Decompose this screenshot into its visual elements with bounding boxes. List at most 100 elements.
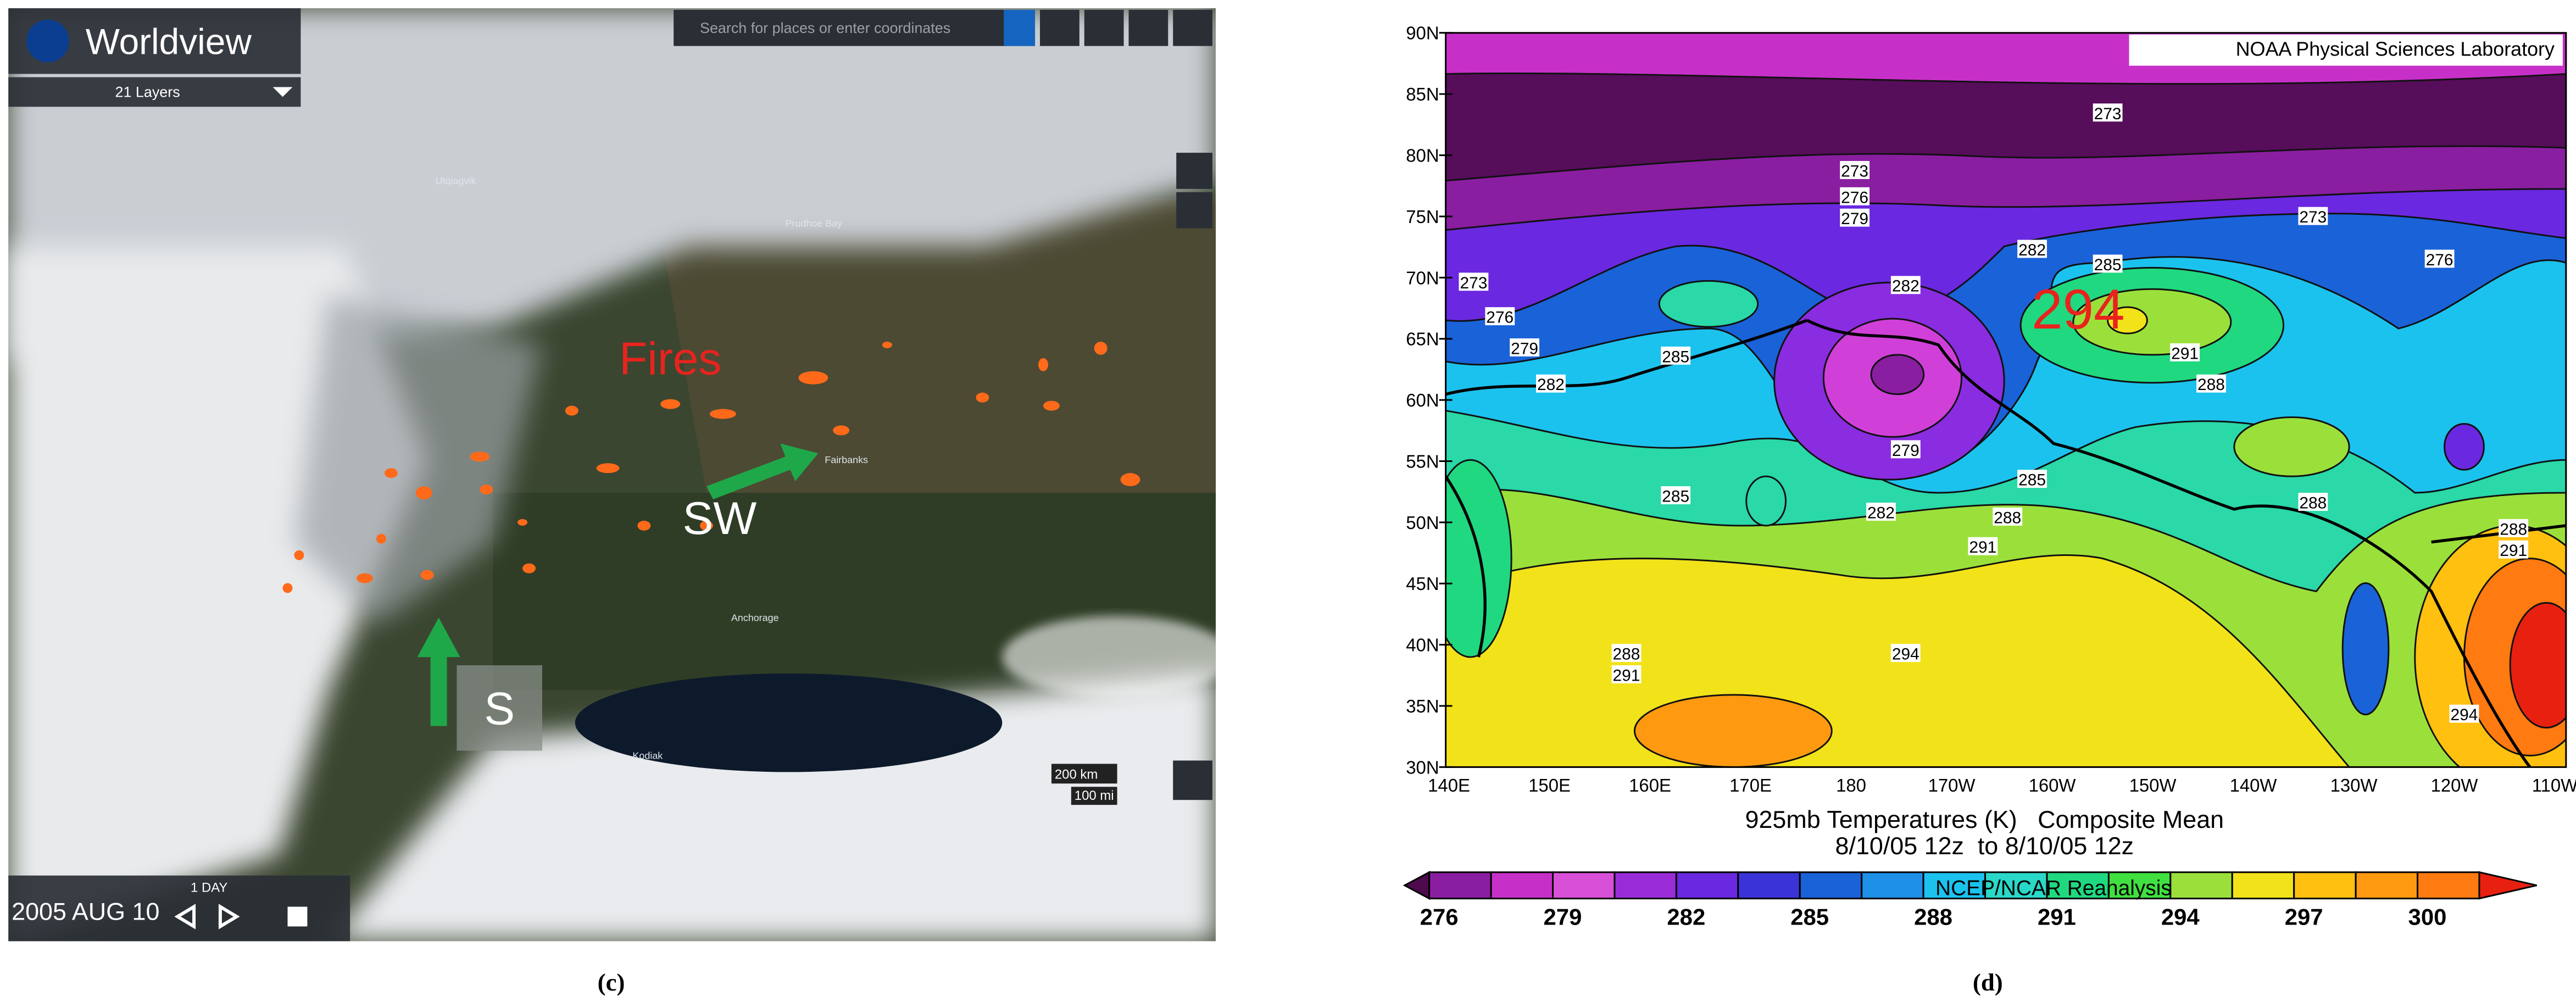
lat-label: 35N xyxy=(1406,696,1439,716)
layers-button[interactable] xyxy=(8,77,301,107)
shape xyxy=(565,405,578,416)
shape xyxy=(294,550,304,560)
contour-label-bg xyxy=(2017,240,2047,258)
colorbar-cell xyxy=(1552,871,1616,900)
zoom-out[interactable] xyxy=(1176,192,1212,229)
place-label: Kodiak xyxy=(632,750,663,761)
colorbar-cell xyxy=(2293,871,2357,900)
lat-label: 55N xyxy=(1406,451,1439,471)
lat-label: 80N xyxy=(1406,146,1439,166)
colorbar-cell xyxy=(2169,871,2233,900)
contour-label: 285 xyxy=(1662,487,1689,505)
colorbar-label: 279 xyxy=(1544,904,1582,929)
share-button[interactable] xyxy=(1039,9,1080,46)
interval[interactable]: 1 DAY xyxy=(191,881,227,895)
contour-label: 273 xyxy=(2299,208,2327,226)
colorbar-cell xyxy=(2231,871,2295,900)
shape xyxy=(518,519,528,526)
layers-label: 21 Layers xyxy=(115,84,180,100)
contour-label-bg xyxy=(1993,507,2023,526)
scale-mi xyxy=(1071,787,1117,805)
video-button[interactable] xyxy=(287,906,308,927)
label-box xyxy=(457,665,542,751)
place-labels: Utqiagvik Prudhoe Bay Fairbanks Anchorag… xyxy=(436,175,868,761)
shape xyxy=(1094,341,1108,355)
shape xyxy=(1038,358,1048,371)
contour-label-bg xyxy=(1611,644,1642,663)
info-button[interactable] xyxy=(1173,9,1212,46)
contour-label-bg xyxy=(2298,493,2328,511)
contour-label: 294 xyxy=(2451,706,2478,724)
lat-label: 60N xyxy=(1406,390,1439,410)
search-box[interactable] xyxy=(674,9,1036,46)
blob xyxy=(2072,288,2232,356)
blob xyxy=(2509,602,2566,729)
fire-spots xyxy=(282,341,1140,593)
lat-label: 40N xyxy=(1406,635,1439,655)
contour-label-bg xyxy=(2093,103,2123,122)
contour-label: 276 xyxy=(1841,188,1868,207)
contour-label-bg xyxy=(1611,665,1642,683)
lat-labels: 90N 85N 80N 75N 70N 65N 60N 55N 50N 45N 40N 35N 30N xyxy=(1406,23,1453,777)
lon-label: 120W xyxy=(2431,775,2478,795)
location-button[interactable] xyxy=(1004,9,1036,46)
arrow-s xyxy=(417,617,460,726)
contour-label: 288 xyxy=(2299,494,2327,512)
contour-label: 282 xyxy=(1892,277,1920,296)
contour-labels: 273 273 276 279 273 282 285 276 273 282 276 279 285 2… xyxy=(1459,103,2529,724)
contour-label-bg xyxy=(2449,704,2479,723)
contour-label-bg xyxy=(1536,374,1566,393)
colorbar-label: 291 xyxy=(2038,904,2076,929)
lon-label: 140W xyxy=(2230,775,2277,795)
colorbar-label: 294 xyxy=(2161,904,2200,929)
smoke xyxy=(296,296,542,625)
colorbar-cell xyxy=(1675,871,1739,900)
contour-label: 291 xyxy=(1613,666,1640,684)
contour-label-bg xyxy=(2093,254,2123,273)
snapshot-button[interactable] xyxy=(1128,9,1169,46)
colorbar-cell xyxy=(1799,871,1863,900)
contour-label-bg xyxy=(2499,519,2529,537)
lat-label: 85N xyxy=(1406,84,1439,104)
annotation-s: S xyxy=(484,683,515,734)
lon-label: 150W xyxy=(2129,775,2177,795)
contour-label: 282 xyxy=(1537,376,1565,394)
contour-label-bg xyxy=(1840,208,1870,227)
contour-label-bg xyxy=(1890,440,1921,459)
next-button[interactable] xyxy=(218,904,240,929)
lon-label: 130W xyxy=(2330,775,2378,795)
prev-button[interactable] xyxy=(174,904,196,929)
contour-label: 273 xyxy=(2094,105,2122,123)
colorbar-label: 288 xyxy=(1914,904,1952,929)
contour-label: 291 xyxy=(2500,542,2527,560)
place-label: Prudhoe Bay xyxy=(786,218,843,229)
ocean xyxy=(575,673,1003,772)
contour-label-bg xyxy=(1661,346,1691,365)
shape xyxy=(1120,473,1140,487)
contour-label: 279 xyxy=(1841,210,1868,228)
scale-label: 100 mi xyxy=(1075,788,1114,803)
date[interactable]: 2005 AUG 10 xyxy=(12,897,159,925)
contour-label: 276 xyxy=(1486,309,1514,327)
dropdown-icon xyxy=(272,87,293,97)
place-label: Anchorage xyxy=(731,612,779,623)
shape xyxy=(709,409,736,419)
shape xyxy=(882,341,892,348)
colorbar-label: 285 xyxy=(1790,904,1829,929)
blob xyxy=(2107,306,2148,335)
lon-label: 160W xyxy=(2029,775,2076,795)
measure-button[interactable] xyxy=(1173,760,1212,800)
projection-button[interactable] xyxy=(1084,9,1124,46)
shape xyxy=(480,485,493,495)
highlight-label: 294 xyxy=(2032,278,2125,341)
annotation-fires: Fires xyxy=(619,333,721,385)
contour-label-bg xyxy=(1510,338,1539,357)
source: NCEP/NCAR Reanalysis xyxy=(1935,877,2172,900)
map-title: 925mb Temperatures (K) Composite Mean xyxy=(1745,805,2224,833)
zoom-in[interactable] xyxy=(1176,153,1212,189)
contour-label-bg xyxy=(1866,502,1896,521)
contour-label: 285 xyxy=(2018,471,2046,489)
lat-label: 45N xyxy=(1406,574,1439,594)
